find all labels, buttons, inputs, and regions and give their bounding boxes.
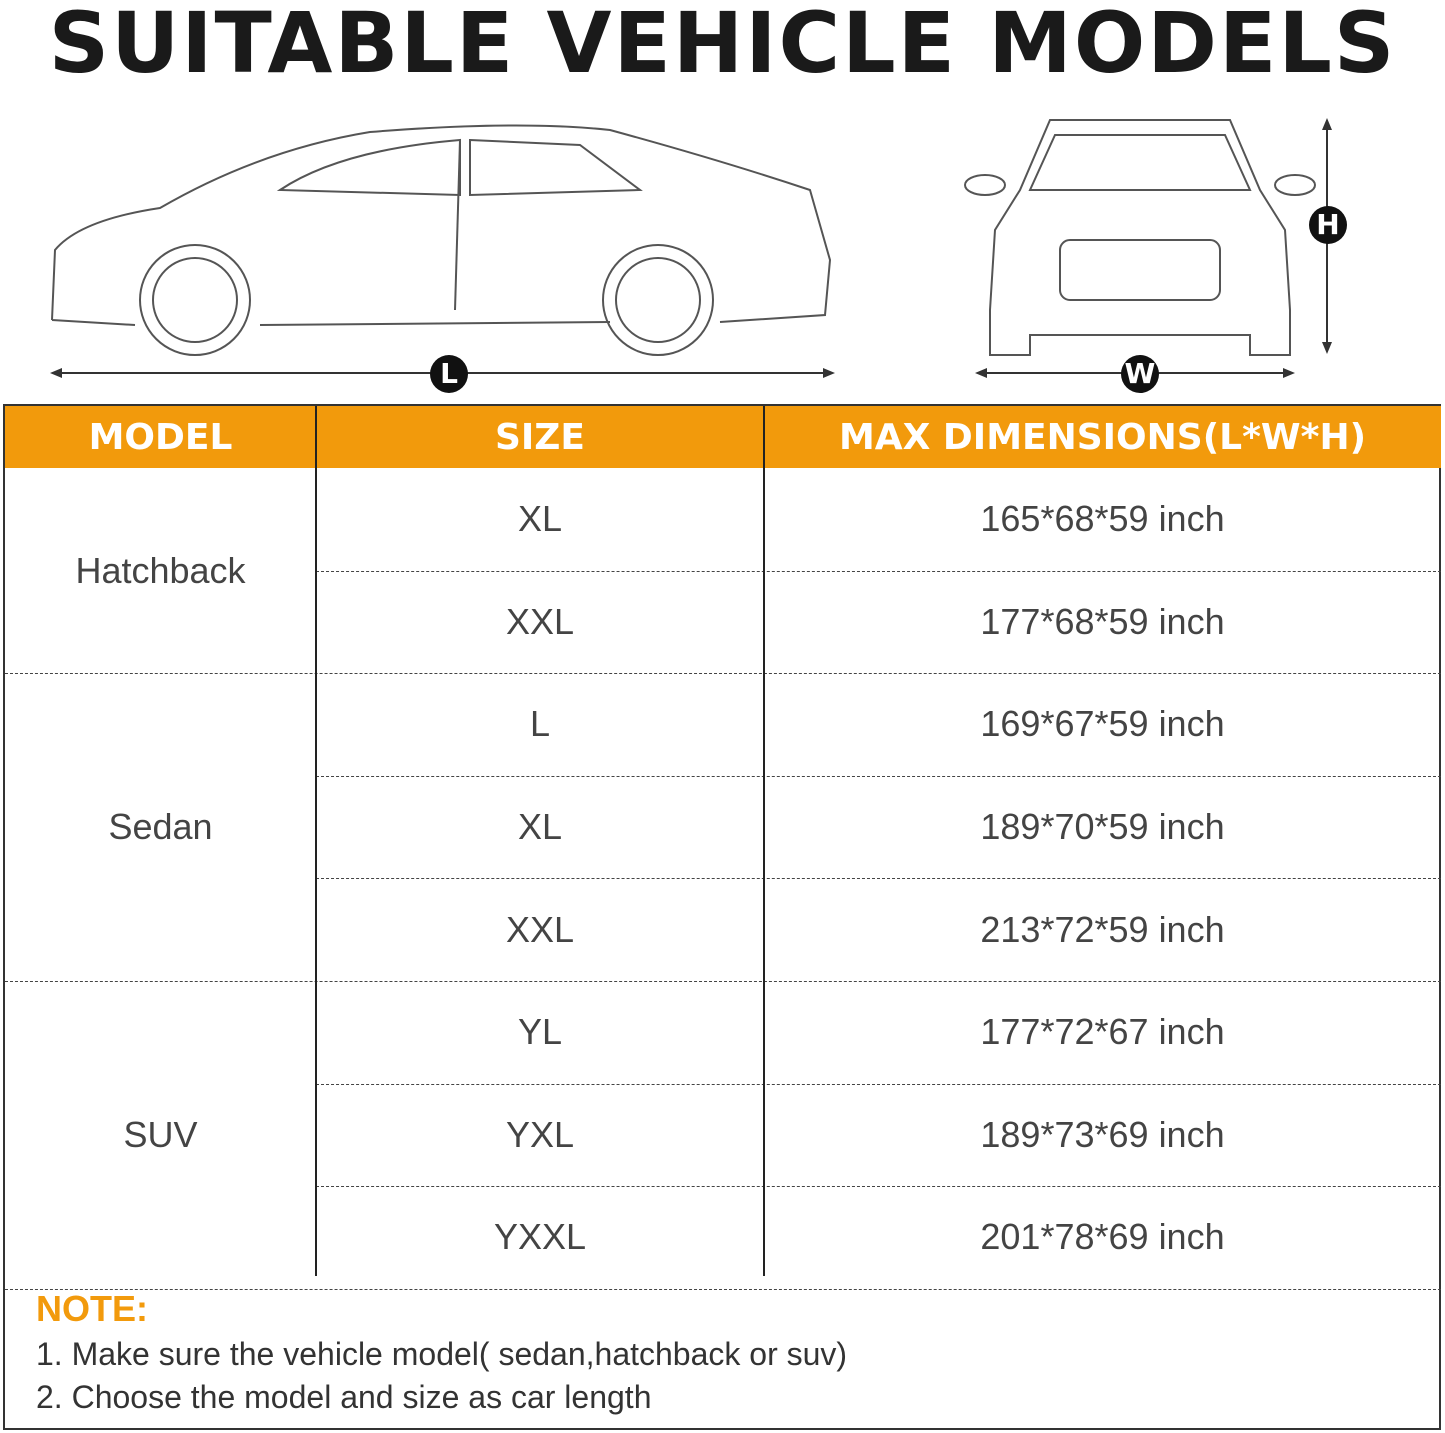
size-cell: YXL [505, 1113, 575, 1155]
dimensions-cell: 165*68*59 inch [980, 498, 1225, 540]
row-divider [316, 1083, 1441, 1085]
row-divider [316, 775, 1441, 777]
sedan-side-view-illustration [51, 124, 832, 356]
note-heading: NOTE: [36, 1288, 148, 1329]
model-cell: Sedan [108, 806, 213, 848]
dimensions-cell: 189*73*69 inch [980, 1113, 1225, 1155]
model-cell: SUV [123, 1113, 198, 1155]
row-divider [316, 1186, 1441, 1188]
dimensions-cell: 213*72*59 inch [980, 908, 1225, 950]
row-divider [316, 878, 1441, 880]
height-badge: H [1309, 206, 1347, 244]
sedan-front-view-illustration [964, 119, 1316, 356]
size-cell: L [529, 703, 551, 745]
dimensions-cell: 201*78*69 inch [980, 1216, 1225, 1258]
size-table: MODEL SIZE MAX DIMENSIONS(L*W*H) XL 165*6… [3, 404, 1441, 1430]
note-line: 1. Make sure the vehicle model( sedan,ha… [36, 1336, 848, 1372]
row-divider [5, 981, 1441, 982]
column-divider [315, 406, 317, 1276]
length-badge: L [430, 355, 468, 393]
note-section: NOTE: 1. Make sure the vehicle model( se… [36, 1288, 847, 1416]
size-cell: XL [517, 498, 563, 540]
row-divider [316, 570, 1441, 572]
column-divider [763, 406, 765, 1276]
size-cell: XXL [505, 908, 575, 950]
size-cell: YL [517, 1011, 563, 1053]
size-cell: XXL [505, 600, 575, 642]
dimensions-cell: 177*68*59 inch [980, 600, 1225, 642]
model-cell: Hatchback [75, 549, 246, 591]
row-divider [5, 673, 1441, 675]
note-line: 2. Choose the model and size as car leng… [36, 1379, 652, 1415]
dimensions-cell: 169*67*59 inch [980, 703, 1225, 745]
width-badge: W [1121, 355, 1159, 393]
header-size: SIZE [316, 406, 764, 468]
size-cell: YXXL [493, 1216, 587, 1258]
header-dimensions: MAX DIMENSIONS(L*W*H) [764, 406, 1441, 468]
page-title: SUITABLE VEHICLE MODELS [48, 0, 1397, 92]
dimensions-cell: 177*72*67 inch [980, 1011, 1225, 1053]
row-divider [5, 1288, 1441, 1290]
header-model: MODEL [5, 406, 316, 468]
dimensions-cell: 189*70*59 inch [980, 806, 1225, 848]
size-cell: XL [517, 806, 563, 848]
